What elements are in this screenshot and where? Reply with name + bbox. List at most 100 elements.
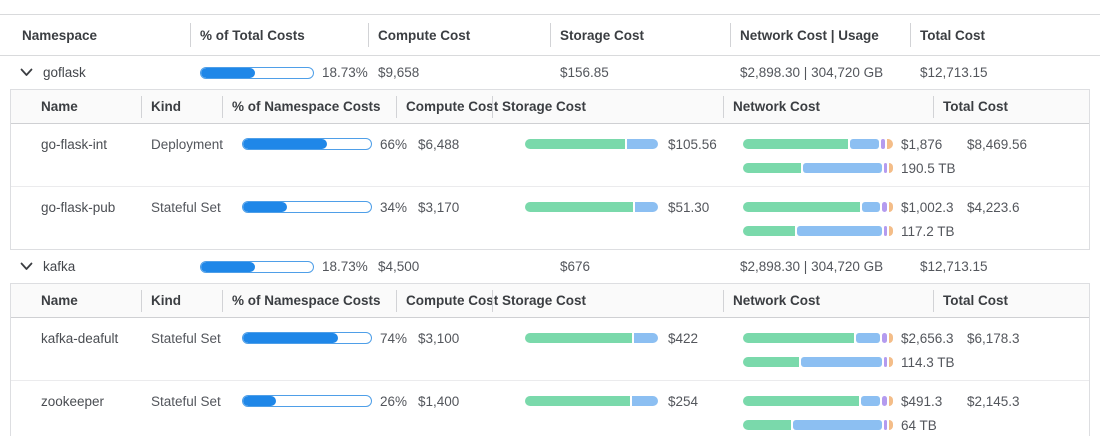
subcol-header-kind: Kind bbox=[141, 293, 222, 308]
network-usage-value: 117.2 TB bbox=[901, 223, 955, 239]
col-header-storage-cost: Storage Cost bbox=[550, 28, 730, 43]
workload-row-go-flask-pub[interactable]: go-flask-pub Stateful Set 34% $3,170 $51… bbox=[11, 186, 1089, 249]
network-cost-cell: $2,656.3 114.3 TB bbox=[723, 326, 955, 374]
network-usage-segment-green bbox=[743, 163, 801, 173]
top-spacer bbox=[0, 0, 1100, 14]
network-cost-value: $1,876 bbox=[901, 136, 943, 152]
storage-bar-segment-blue bbox=[626, 139, 658, 149]
col-header-network-cost-usage: Network Cost | Usage bbox=[730, 28, 910, 43]
workload-total-cost: $2,145.3 bbox=[967, 393, 1020, 409]
network-cost-bar bbox=[743, 202, 893, 212]
storage-cost-cell: $422 bbox=[492, 326, 723, 350]
network-cost-segment-green bbox=[743, 139, 849, 149]
workload-compute-cost: $3,100 bbox=[418, 330, 460, 346]
subcol-header-name: Name bbox=[41, 293, 78, 308]
storage-bar-segment-green bbox=[525, 139, 625, 149]
subcol-header-storage-cost: Storage Cost bbox=[492, 293, 723, 308]
network-cost-segment-blue bbox=[862, 202, 881, 212]
network-usage-value: 64 TB bbox=[901, 417, 937, 433]
network-usage-segment-blue bbox=[796, 226, 882, 236]
storage-bar-segment-green bbox=[525, 396, 631, 406]
pct-namespace-costs-bar bbox=[242, 201, 372, 213]
col-header-total-cost: Total Cost bbox=[910, 28, 1100, 43]
network-cost-segment-orange bbox=[888, 396, 893, 406]
storage-cost-value: $51.30 bbox=[668, 199, 710, 215]
namespace-storage-cost: $156.85 bbox=[560, 65, 609, 80]
subcol-header-compute-cost: Compute Cost bbox=[396, 293, 498, 308]
workload-total-cost: $4,223.6 bbox=[967, 199, 1020, 215]
workloads-table-header: Name Kind % of Namespace Costs Compute C… bbox=[11, 284, 1089, 318]
pct-namespace-costs-cell: 26% bbox=[222, 389, 407, 413]
pct-namespace-costs-value: 26% bbox=[380, 393, 408, 409]
network-usage-value: 190.5 TB bbox=[901, 160, 956, 176]
workload-total-cost: $8,469.56 bbox=[967, 136, 1028, 152]
storage-cost-cell: $105.56 bbox=[492, 132, 723, 156]
pct-namespace-costs-cell: 34% bbox=[222, 195, 407, 219]
network-cost-bar bbox=[743, 333, 893, 343]
storage-bar-segment-blue bbox=[635, 202, 658, 212]
network-cost-segment-orange bbox=[888, 333, 893, 343]
network-cost-segment-blue bbox=[856, 333, 880, 343]
network-cost-segment-purple bbox=[880, 139, 886, 149]
network-cost-segment-green bbox=[743, 333, 854, 343]
network-cost-segment-purple bbox=[882, 396, 887, 406]
subcol-header-kind: Kind bbox=[141, 99, 222, 114]
namespace-name: kafka bbox=[43, 259, 76, 274]
storage-cost-bar bbox=[525, 202, 660, 212]
workload-name: zookeeper bbox=[41, 393, 105, 409]
workload-compute-cost: $6,488 bbox=[418, 136, 460, 152]
network-usage-segment-green bbox=[743, 357, 800, 367]
namespace-row-goflask[interactable]: goflask 18.73% $9,658 $156.85 $2,898.30 … bbox=[0, 56, 1100, 89]
pct-namespace-costs-bar-fill bbox=[243, 202, 287, 212]
namespace-storage-cost: $676 bbox=[560, 259, 591, 274]
subcol-header-total-cost: Total Cost bbox=[933, 99, 1089, 114]
workloads-table-header: Name Kind % of Namespace Costs Compute C… bbox=[11, 90, 1089, 124]
storage-bar-segment-blue bbox=[633, 333, 658, 343]
subcol-header-storage-cost: Storage Cost bbox=[492, 99, 723, 114]
network-cost-segment-green bbox=[743, 202, 861, 212]
storage-bar-segment-green bbox=[525, 202, 633, 212]
namespace-name: goflask bbox=[43, 65, 86, 80]
storage-cost-value: $422 bbox=[668, 330, 699, 346]
workload-compute-cost: $1,400 bbox=[418, 393, 460, 409]
namespace-network-cost-usage: $2,898.30 | 304,720 GB bbox=[740, 65, 884, 80]
pct-namespace-costs-bar-fill bbox=[243, 396, 277, 406]
chevron-down-icon[interactable] bbox=[20, 68, 33, 77]
storage-cost-value: $254 bbox=[668, 393, 699, 409]
workload-row-zookeeper[interactable]: zookeeper Stateful Set 26% $1,400 $254 bbox=[11, 380, 1089, 436]
subcol-header-total-cost: Total Cost bbox=[933, 293, 1089, 308]
storage-cost-cell: $254 bbox=[492, 389, 723, 413]
namespace-compute-cost: $4,500 bbox=[378, 259, 420, 274]
storage-bar-segment-blue bbox=[632, 396, 658, 406]
network-cost-segment-orange bbox=[887, 139, 893, 149]
network-cost-segment-blue bbox=[850, 139, 879, 149]
workload-kind: Deployment bbox=[151, 136, 224, 152]
pct-namespace-costs-value: 66% bbox=[380, 136, 408, 152]
network-usage-segment-blue bbox=[802, 163, 882, 173]
storage-cost-value: $105.56 bbox=[668, 136, 717, 152]
network-cost-segment-green bbox=[743, 396, 859, 406]
cost-table: Namespace % of Total Costs Compute Cost … bbox=[0, 14, 1100, 436]
workloads-table-kafka: Name Kind % of Namespace Costs Compute C… bbox=[10, 283, 1090, 436]
subcol-header-network-cost: Network Cost bbox=[723, 99, 933, 114]
workload-row-go-flask-int[interactable]: go-flask-int Deployment 66% $6,488 $105.… bbox=[11, 124, 1089, 186]
network-usage-segment-green bbox=[743, 226, 795, 236]
network-cost-cell: $1,876 190.5 TB bbox=[723, 132, 956, 180]
subcol-header-pct-namespace-costs: % of Namespace Costs bbox=[222, 99, 396, 114]
namespace-row-kafka[interactable]: kafka 18.73% $4,500 $676 $2,898.30 | 304… bbox=[0, 250, 1100, 283]
pct-namespace-costs-bar-fill bbox=[243, 139, 328, 149]
pct-total-costs-bar bbox=[200, 66, 314, 79]
workload-name: kafka-deafult bbox=[41, 330, 119, 346]
subcol-header-name: Name bbox=[41, 99, 78, 114]
network-cost-cell: $1,002.3 117.2 TB bbox=[723, 195, 955, 243]
pct-total-costs-bar bbox=[200, 260, 314, 273]
chevron-down-icon[interactable] bbox=[20, 262, 33, 271]
network-cost-segment-blue bbox=[860, 396, 881, 406]
network-usage-segment-purple bbox=[883, 357, 887, 367]
workload-row-kafka-deafult[interactable]: kafka-deafult Stateful Set 74% $3,100 $4… bbox=[11, 318, 1089, 380]
col-header-namespace: Namespace bbox=[22, 27, 98, 43]
workload-total-cost: $6,178.3 bbox=[967, 330, 1020, 346]
pct-namespace-costs-cell: 74% bbox=[222, 326, 407, 350]
subcol-header-pct-namespace-costs: % of Namespace Costs bbox=[222, 293, 396, 308]
